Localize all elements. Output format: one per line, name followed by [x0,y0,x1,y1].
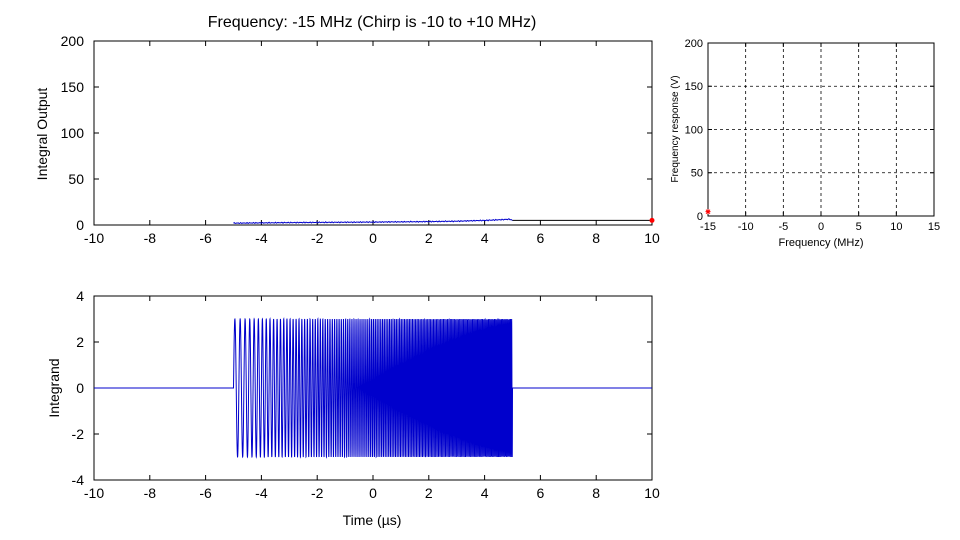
x-tick-label: -6 [199,485,212,501]
y-tick-label: 2 [76,334,84,350]
x-tick-label: -8 [144,485,157,501]
x-axis-label: Frequency (MHz) [779,237,864,249]
y-tick-label: 0 [76,217,84,233]
series-line [233,218,513,225]
x-tick-label: 6 [537,230,545,246]
x-tick-label: 10 [644,485,660,501]
x-tick-label: 0 [369,485,377,501]
x-tick-label: -15 [700,221,716,233]
x-tick-label: -2 [311,485,324,501]
x-tick-label: -5 [778,221,788,233]
x-tick-label: 0 [369,230,377,246]
x-tick-label: -10 [84,230,104,246]
x-tick-label: -8 [144,230,157,246]
x-axis-label: Time (µs) [343,512,402,528]
x-tick-label: 15 [928,221,940,233]
y-tick-label: 150 [685,81,703,93]
y-axis-label: Frequency response (V) [670,75,681,182]
y-axis-label: Integral Output [34,88,50,181]
x-tick-label: 8 [592,230,600,246]
x-tick-label: -10 [738,221,754,233]
y-tick-label: 150 [61,79,85,95]
y-tick-label: 0 [697,211,703,223]
y-tick-label: 200 [61,33,85,49]
x-tick-label: 6 [537,485,545,501]
data-point-marker [705,209,711,215]
x-tick-label: -10 [84,485,104,501]
axes-frame [93,40,653,226]
y-tick-label: 50 [691,168,703,180]
x-tick-label: 4 [481,230,489,246]
frequency-response-plot: Frequency response (V) Frequency (MHz) -… [670,38,940,249]
y-tick-label: 0 [76,380,84,396]
y-tick-label: 200 [685,38,703,50]
x-tick-label: 10 [890,221,902,233]
y-tick-label: -2 [72,426,85,442]
y-tick-label: 100 [685,124,703,136]
x-tick-label: 2 [425,230,433,246]
y-tick-label: -4 [72,472,85,488]
y-tick-label: 100 [61,125,85,141]
y-axis-label: Integrand [46,358,62,417]
x-tick-label: -4 [255,230,268,246]
integral-output-plot: Frequency: -15 MHz (Chirp is -10 to +10 … [34,14,660,246]
x-tick-label: -4 [255,485,268,501]
data-point-marker [649,217,655,223]
x-tick-label: 2 [425,485,433,501]
x-tick-label: -6 [199,230,212,246]
x-tick-label: -2 [311,230,324,246]
plot-title: Frequency: -15 MHz (Chirp is -10 to +10 … [208,14,537,31]
x-tick-label: 4 [481,485,489,501]
x-tick-label: 5 [856,221,862,233]
y-tick-label: 4 [76,288,84,304]
y-tick-label: 50 [68,171,84,187]
x-tick-label: 10 [644,230,660,246]
series-line [94,317,652,459]
x-tick-label: 8 [592,485,600,501]
x-tick-label: 0 [818,221,824,233]
integrand-plot: Integrand Time (µs) -10 -8 -6 -4 -2 0 2 4 6 8 10 -4… [46,288,660,528]
